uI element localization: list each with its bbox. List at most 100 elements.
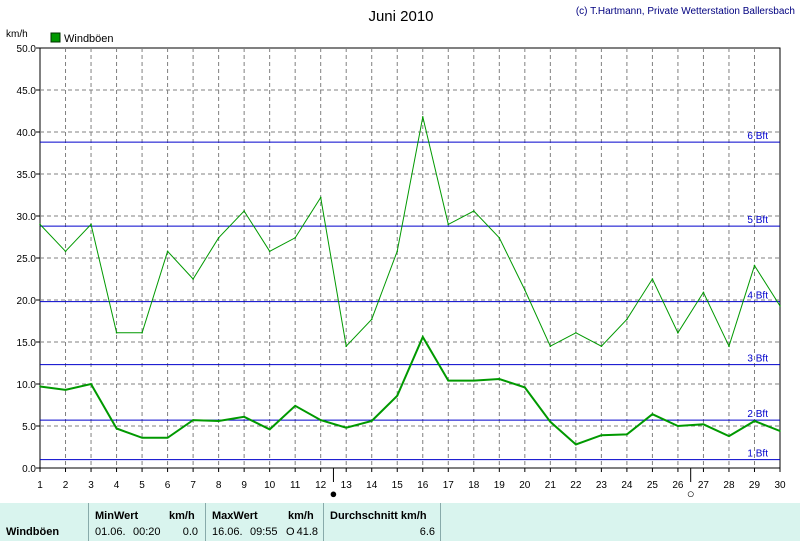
beaufort-label: 5 Bft — [747, 215, 768, 226]
x-tick-label: 21 — [545, 480, 557, 491]
data-point-max — [702, 291, 705, 294]
beaufort-label: 6 Bft — [747, 131, 768, 142]
data-point-max — [421, 116, 424, 118]
data-point-average — [779, 430, 781, 432]
data-point-average — [243, 415, 245, 418]
max-date: 16.06. — [212, 526, 243, 538]
data-point-average — [370, 420, 373, 422]
legend-label: Windböen — [64, 33, 114, 45]
axis-labels: 1 2 3 4 5 6 7 8 9 10 11 12 13 14 15 16 17 18 19 20 21 22 23 24 2… — [17, 44, 786, 501]
data-point-max — [677, 331, 679, 334]
beaufort-label: 2 Bft — [747, 409, 768, 420]
data-point-max — [115, 331, 118, 334]
data-point-max — [600, 345, 603, 348]
data-point-max — [345, 345, 348, 348]
data-point-max — [549, 345, 552, 348]
x-tick-label: 9 — [241, 480, 247, 491]
x-tick-label: 18 — [468, 480, 480, 491]
y-tick-label: 10.0 — [17, 380, 37, 391]
data-point-max — [294, 237, 296, 239]
data-point-average — [64, 389, 67, 391]
data-point-max — [141, 331, 143, 334]
series-lines — [39, 116, 781, 446]
data-point-average — [90, 383, 92, 385]
wind-gust-chart: Juni 2010 (c) T.Hartmann, Private Wetter… — [6, 6, 795, 501]
y-tick-label: 25.0 — [17, 254, 37, 265]
data-point-max — [575, 331, 577, 334]
series-line-max — [39, 116, 781, 348]
data-point-average — [626, 433, 628, 436]
data-point-max — [396, 250, 399, 253]
data-point-average — [524, 386, 526, 389]
x-tick-label: 5 — [139, 480, 145, 491]
x-tick-label: 7 — [190, 480, 196, 491]
y-tick-label: 40.0 — [17, 128, 37, 139]
min-unit: km/h — [169, 510, 195, 522]
x-tick-label: 29 — [749, 480, 761, 491]
beaufort-lines: 1 Bft 2 Bft 3 Bft 4 Bft 5 Bft 6 Bft — [40, 131, 780, 461]
data-point-average — [498, 378, 501, 380]
data-point-average — [217, 420, 220, 422]
x-tick-label: 14 — [366, 480, 378, 491]
y-tick-label: 45.0 — [17, 86, 37, 97]
data-point-average — [549, 421, 552, 423]
beaufort-label: 1 Bft — [747, 449, 768, 460]
y-tick-label: 50.0 — [17, 44, 37, 55]
x-tick-label: 25 — [647, 480, 659, 491]
x-tick-label: 26 — [672, 480, 684, 491]
data-point-average — [447, 379, 450, 382]
data-point-average — [166, 436, 169, 439]
stats-empty-cell — [440, 503, 800, 541]
data-point-max — [192, 278, 194, 280]
x-tick-label: 17 — [443, 480, 455, 491]
data-point-average — [472, 379, 475, 382]
plot-area — [39, 47, 781, 469]
data-point-average — [651, 413, 654, 416]
data-point-max — [753, 264, 756, 267]
data-point-average — [115, 427, 118, 430]
data-point-average — [600, 434, 603, 437]
x-tick-label: 6 — [165, 480, 171, 491]
y-tick-label: 30.0 — [17, 212, 37, 223]
stats-avg-cell: Durchschnitt km/h 6.6 — [323, 503, 441, 541]
moon-phase-marker: ○ — [687, 486, 695, 501]
data-point-average — [702, 423, 705, 426]
y-tick-label: 0.0 — [22, 464, 36, 475]
grid-lines — [40, 48, 780, 468]
data-point-max — [626, 318, 628, 321]
data-point-max — [447, 223, 450, 226]
x-tick-label: 16 — [417, 480, 429, 491]
max-label: MaxWert — [212, 510, 258, 522]
data-point-average — [319, 419, 322, 421]
data-point-max — [39, 223, 41, 226]
y-tick-label: 35.0 — [17, 170, 37, 181]
data-point-max — [166, 250, 169, 253]
chart-title: Juni 2010 — [368, 8, 433, 25]
data-point-average — [39, 385, 41, 388]
x-tick-label: 24 — [621, 480, 633, 491]
data-point-max — [243, 210, 245, 212]
x-tick-label: 3 — [88, 480, 94, 491]
avg-label: Durchschnitt km/h — [330, 510, 427, 522]
x-tick-label: 22 — [570, 480, 582, 491]
credit-text: (c) T.Hartmann, Private Wetterstation Ba… — [576, 6, 795, 17]
data-point-average — [268, 428, 271, 431]
x-tick-label: 28 — [723, 480, 735, 491]
x-tick-label: 27 — [698, 480, 710, 491]
y-axis-unit: km/h — [6, 29, 28, 40]
x-tick-label: 15 — [392, 480, 404, 491]
data-point-average — [141, 436, 143, 439]
min-value: 0.0 — [182, 526, 198, 538]
x-tick-label: 10 — [264, 480, 276, 491]
avg-value: 6.6 — [419, 526, 435, 538]
x-tick-label: 19 — [494, 480, 506, 491]
data-point-average — [728, 435, 730, 437]
x-tick-label: 23 — [596, 480, 608, 491]
max-value: 41.8 — [296, 526, 318, 538]
data-point-max — [90, 223, 92, 226]
x-tick-label: 2 — [63, 480, 69, 491]
data-point-max — [498, 237, 501, 239]
x-tick-label: 20 — [519, 480, 531, 491]
x-tick-label: 11 — [290, 480, 301, 491]
stats-row-label: Windböen — [6, 526, 60, 538]
